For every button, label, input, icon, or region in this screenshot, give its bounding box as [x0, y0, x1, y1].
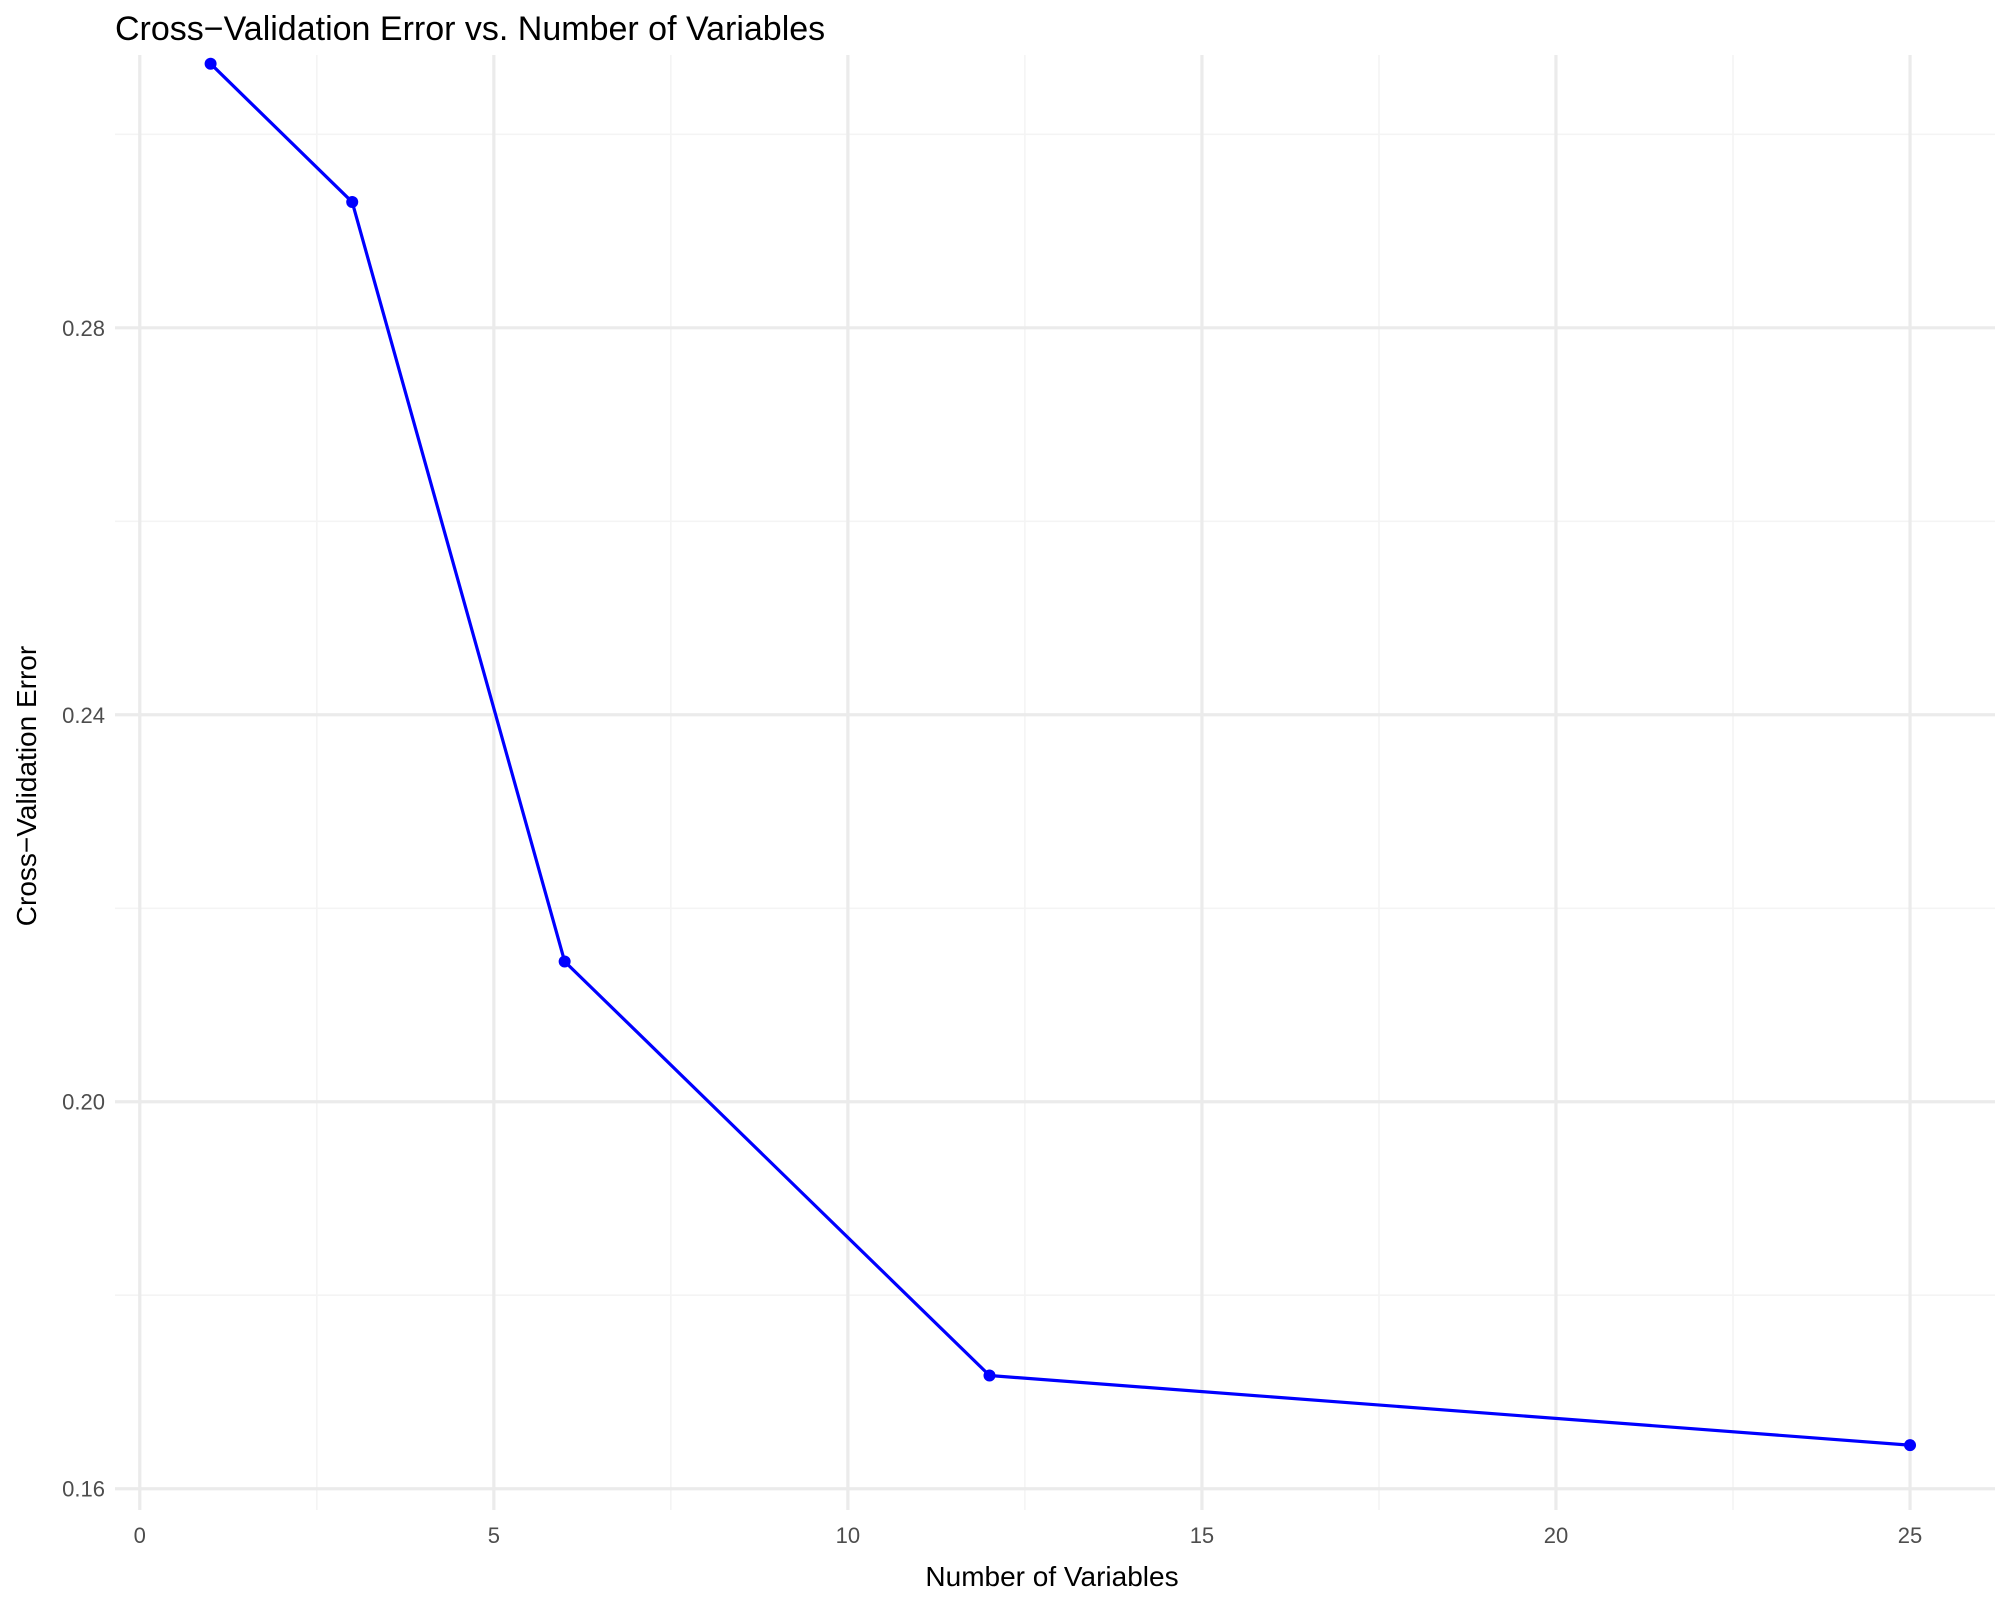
x-axis-title: Number of Variables [925, 1561, 1178, 1592]
minor-gridlines-y [115, 133, 1995, 1297]
x-tick-label: 25 [1898, 1523, 1922, 1548]
data-point [558, 955, 571, 968]
y-axis-title: Cross−Validation Error [11, 646, 42, 926]
data-point [983, 1369, 996, 1382]
y-tick-label: 0.28 [62, 316, 105, 341]
chart-title: Cross−Validation Error vs. Number of Var… [115, 10, 825, 48]
x-tick-label: 15 [1190, 1523, 1214, 1548]
x-tick-label: 0 [134, 1523, 146, 1548]
x-tick-labels: 0 5 10 15 20 25 [134, 1523, 1923, 1548]
major-gridlines-y [115, 326, 1995, 1491]
minor-gridlines-x [316, 55, 1734, 1510]
series-layer [204, 57, 1917, 1452]
x-tick-label: 5 [488, 1523, 500, 1548]
series-line [209, 62, 1911, 1447]
y-tick-label: 0.24 [62, 703, 105, 728]
y-tick-label: 0.16 [62, 1477, 105, 1502]
data-point [346, 196, 359, 209]
y-tick-label: 0.20 [62, 1090, 105, 1115]
x-tick-label: 20 [1544, 1523, 1568, 1548]
major-gridlines-x [138, 55, 1912, 1510]
data-point [1904, 1439, 1917, 1452]
y-tick-labels: 0.16 0.20 0.24 0.28 [62, 316, 105, 1502]
data-point [204, 57, 217, 70]
x-tick-label: 10 [836, 1523, 860, 1548]
